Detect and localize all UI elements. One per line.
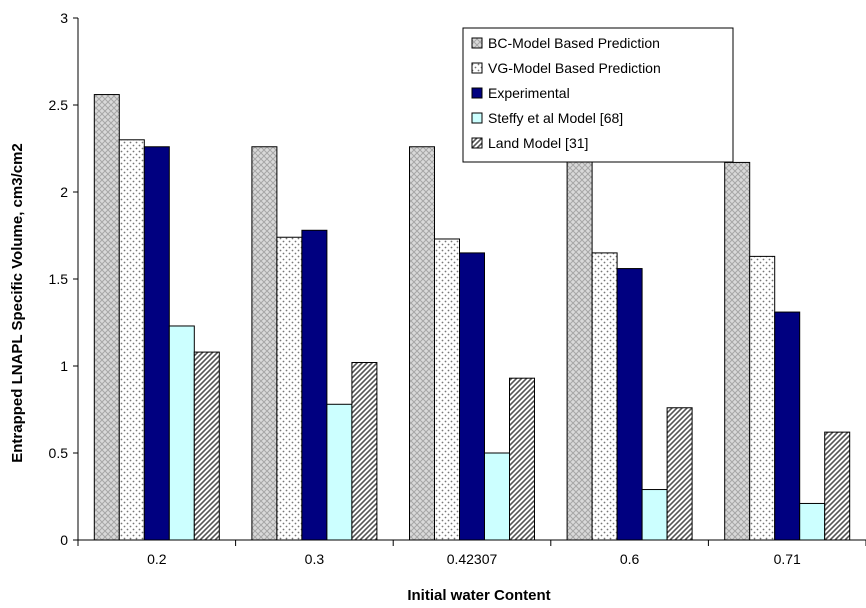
bar-vg-model-based-prediction-0-3 [276,236,303,541]
y-tick-label: 3 [60,10,68,26]
bar-steffy-et-al-model-68-0-42307 [484,452,510,541]
y-tick-label: 0 [60,532,68,548]
legend-swatch-steffy-et-al-model-68 [471,112,483,124]
legend-label-experimental: Experimental [488,85,570,101]
bar-land-model-31-0-3 [351,362,378,541]
bar-bc-model-based-prediction-0-6 [566,156,593,541]
legend-label-land-model-31: Land Model [31] [488,135,588,151]
y-axis-title: Entrapped LNAPL Specific Volume, cm3/cm2 [9,143,26,463]
bar-experimental-0-2 [143,146,170,541]
legend-label-vg-model-based-prediction: VG-Model Based Prediction [488,60,661,76]
y-tick-label: 0.5 [49,445,69,461]
bar-bc-model-based-prediction-0-3 [251,146,278,541]
bar-experimental-0-6 [616,268,643,541]
legend-swatch-bc-model-based-prediction [471,37,483,49]
y-tick-label: 2.5 [49,97,69,113]
bar-bc-model-based-prediction-0-71 [724,161,751,541]
legend-swatch-land-model-31 [471,137,483,149]
bar-land-model-31-0-2 [193,351,220,541]
bar-land-model-31-0-6 [666,407,693,541]
bar-bc-model-based-prediction-0-42307 [409,146,435,541]
bar-vg-model-based-prediction-0-6 [591,252,618,541]
bar-steffy-et-al-model-68-0-2 [168,325,195,541]
bar-vg-model-based-prediction-0-71 [749,255,776,541]
bar-steffy-et-al-model-68-0-6 [641,489,668,541]
y-tick-label: 1.5 [49,271,69,287]
bar-experimental-0-3 [301,229,328,541]
bar-land-model-31-0-71 [824,431,851,541]
bar-experimental-0-71 [774,311,801,541]
legend: BC-Model Based Prediction VG-Model Based … [462,27,734,163]
x-tick-label: 0.3 [305,551,325,567]
x-tick-label: 0.71 [774,551,801,567]
legend-label-steffy-et-al-model-68: Steffy et al Model [68] [488,110,623,126]
legend-label-bc-model-based-prediction: BC-Model Based Prediction [488,35,660,51]
x-tick-label: 0.2 [147,551,167,567]
axes-group [73,17,866,546]
x-tick-label: 0.42307 [447,551,498,567]
y-tick-label: 2 [60,184,68,200]
bar-steffy-et-al-model-68-0-3 [326,403,353,541]
bar-bc-model-based-prediction-0-2 [93,94,120,541]
legend-swatch-vg-model-based-prediction [471,62,483,74]
bar-steffy-et-al-model-68-0-71 [799,502,826,541]
x-axis-title: Initial water Content [407,587,550,604]
tick-labels-group: 0 0.5 1 1.5 2 2.5 3 0.2 0.3 0.42307 0.6 0.71 [49,10,802,567]
x-tick-label: 0.6 [620,551,640,567]
bar-vg-model-based-prediction-0-2 [118,139,145,541]
legend-box [462,27,734,163]
bar-vg-model-based-prediction-0-42307 [434,238,460,541]
bars-group [93,94,851,541]
legend-swatch-experimental [471,87,483,99]
y-tick-label: 1 [60,358,68,374]
bar-experimental-0-42307 [459,252,485,541]
bar-land-model-31-0-42307 [509,377,535,541]
